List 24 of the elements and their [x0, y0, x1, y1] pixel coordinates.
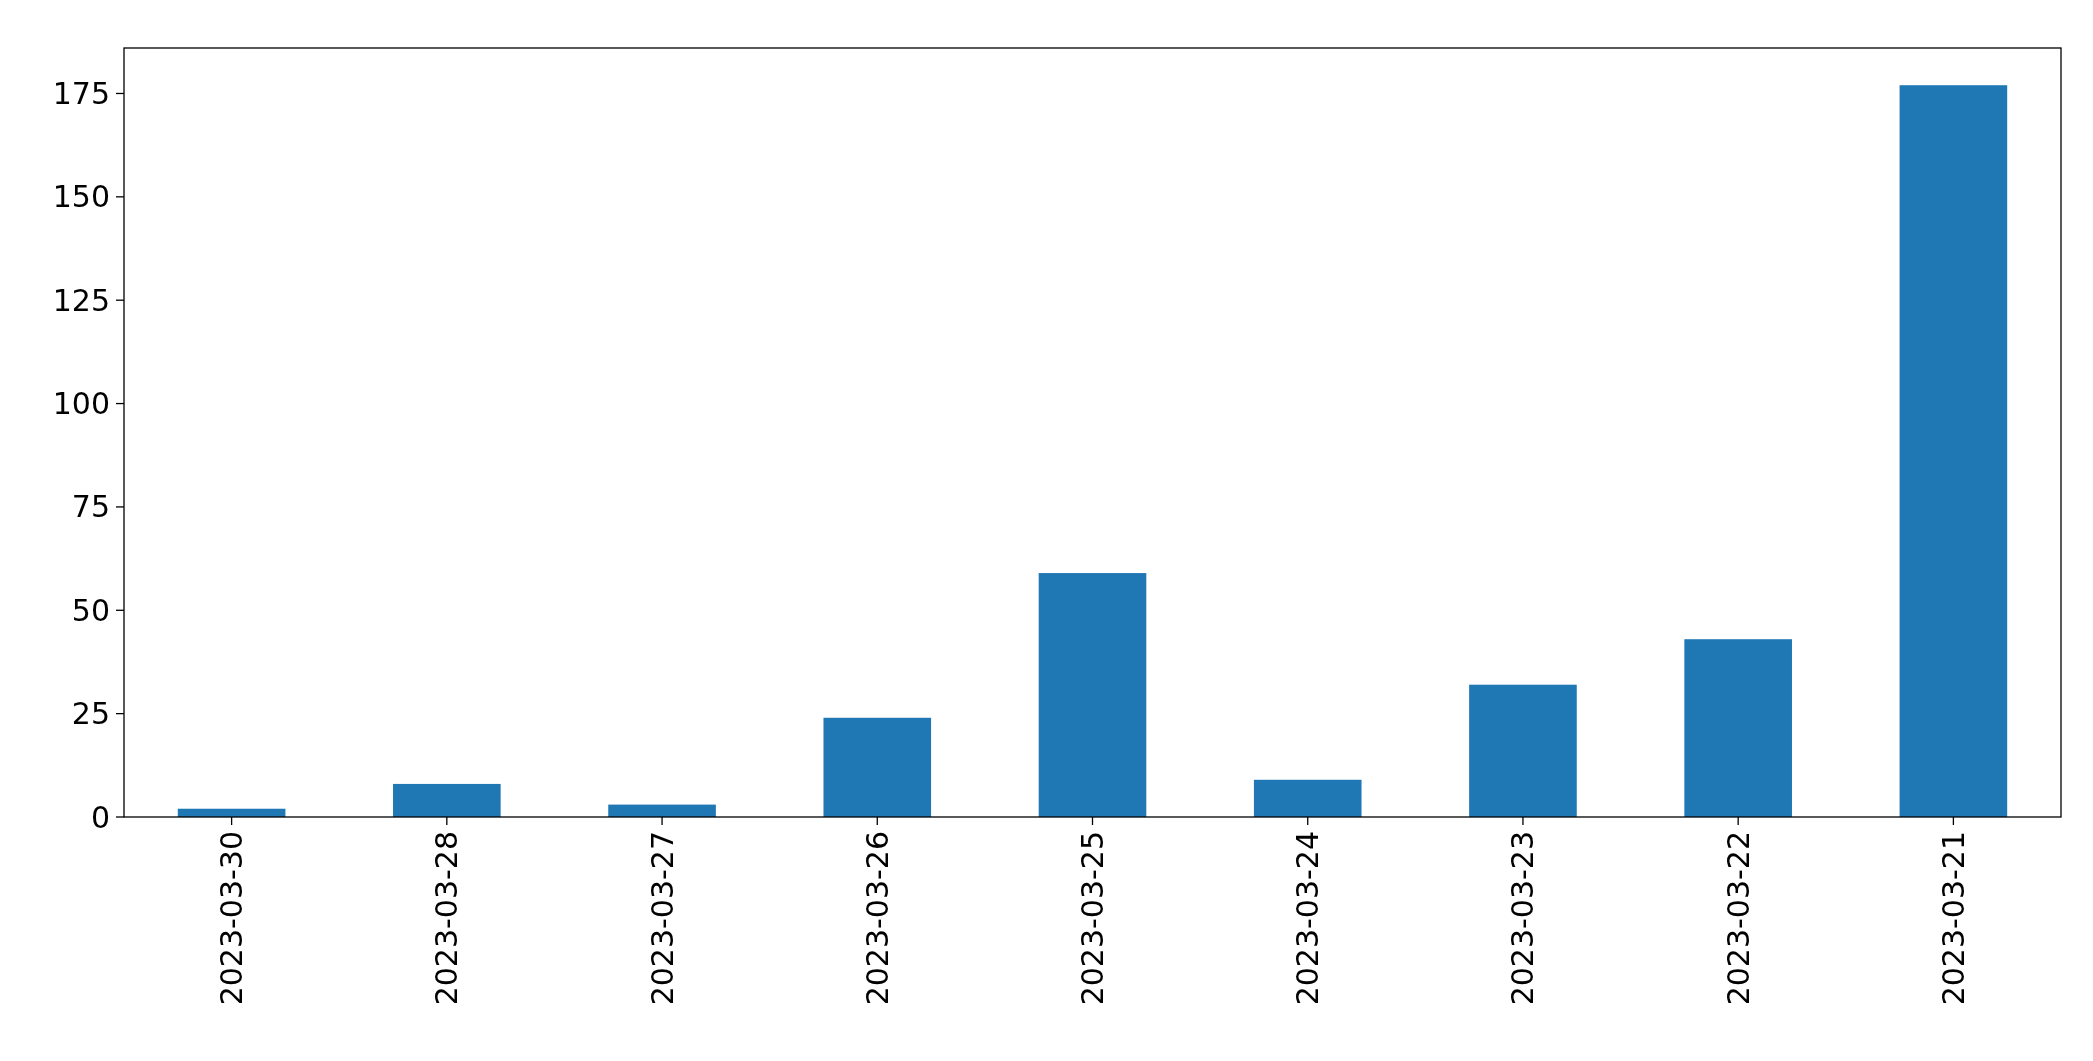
bar [393, 783, 501, 817]
bar [1684, 639, 1792, 817]
y-tick-label: 0 [90, 799, 110, 835]
x-tick-label: 2023-03-27 [644, 831, 680, 1006]
bar [1038, 573, 1147, 817]
y-tick-label: 150 [52, 179, 110, 215]
y-tick-label: 125 [52, 282, 110, 318]
y-tick-label: 25 [71, 696, 110, 732]
x-tick-label: 2023-03-21 [1935, 831, 1971, 1006]
x-tick-label: 2023-03-28 [429, 831, 465, 1006]
y-tick-label: 75 [71, 489, 110, 525]
bar [1253, 779, 1362, 817]
x-tick-label: 2023-03-22 [1720, 831, 1756, 1006]
x-tick-label: 2023-03-30 [214, 831, 250, 1006]
x-tick-label: 2023-03-25 [1075, 831, 1110, 1006]
x-tick-label: 2023-03-23 [1505, 831, 1541, 1006]
bar [1469, 684, 1577, 817]
y-tick-label: 50 [71, 592, 110, 628]
x-tick-label: 2023-03-24 [1290, 831, 1326, 1006]
bar [823, 717, 932, 817]
bar [1899, 85, 2008, 817]
y-tick-label: 100 [52, 386, 110, 422]
y-tick-label: 175 [52, 75, 110, 111]
x-tick-label: 2023-03-26 [859, 831, 895, 1006]
